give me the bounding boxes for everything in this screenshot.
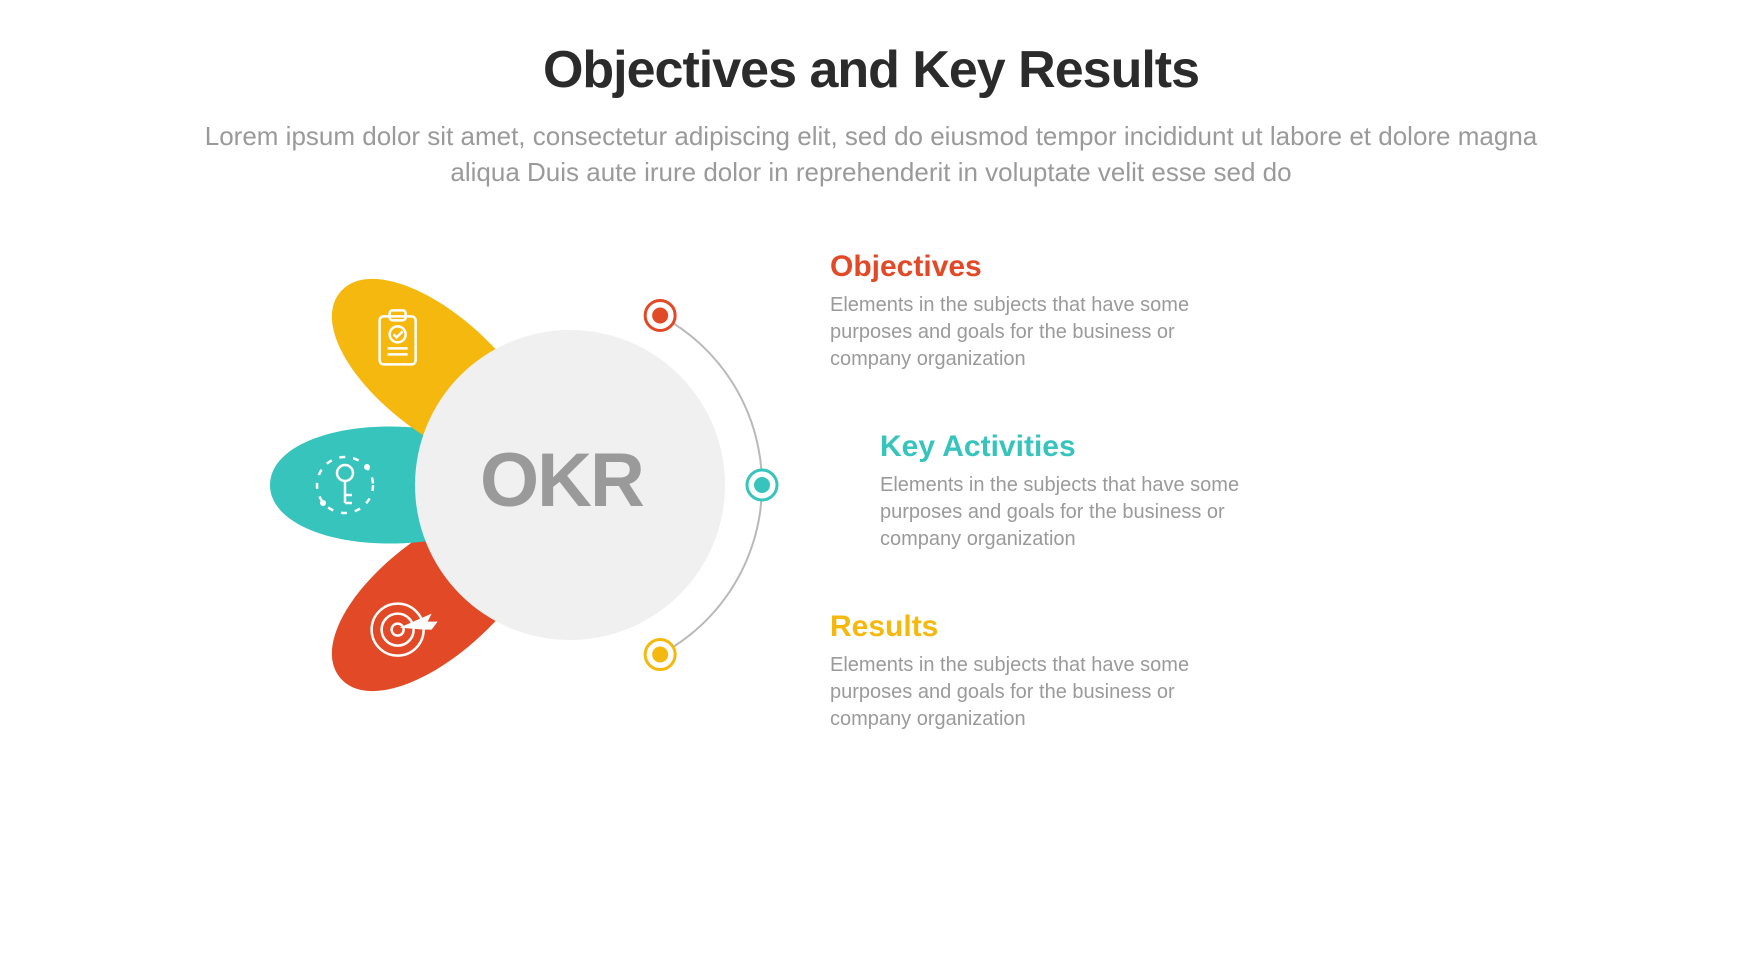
header: Objectives and Key Results Lorem ipsum d… [0,0,1742,191]
center-label: OKR [480,437,643,524]
arc-dot-1 [754,477,770,493]
item-title-0: Objectives [830,250,1250,284]
item-title-1: Key Activities [880,430,1300,464]
item-2: Results Elements in the subjects that hav… [830,610,1250,733]
diagram-area: OKR Objectives Elements in the subjects t… [0,200,1742,800]
arc-dot-2 [652,647,668,663]
item-0: Objectives Elements in the subjects that … [830,250,1250,373]
item-title-2: Results [830,610,1250,644]
page-title: Objectives and Key Results [0,40,1742,100]
item-desc-2: Elements in the subjects that have some … [830,652,1250,733]
page-subtitle: Lorem ipsum dolor sit amet, consectetur … [171,118,1571,191]
arc-dot-0 [652,307,668,323]
item-1: Key Activities Elements in the subjects t… [880,430,1300,553]
item-desc-1: Elements in the subjects that have some … [880,472,1300,553]
item-desc-0: Elements in the subjects that have some … [830,292,1250,373]
